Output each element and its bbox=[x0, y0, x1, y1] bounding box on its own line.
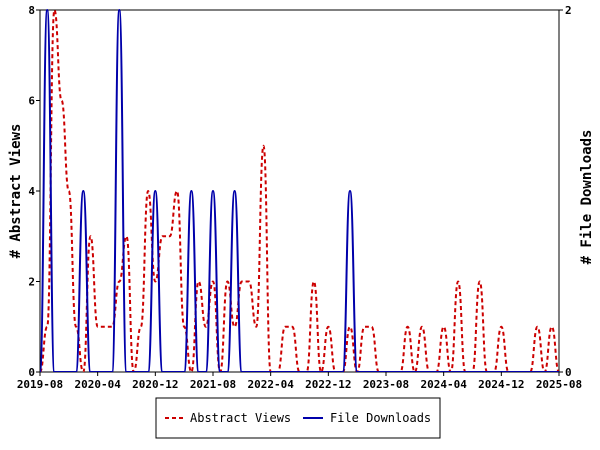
x-tick-label: 2022-04 bbox=[247, 378, 294, 391]
y-tick-label-left: 0 bbox=[28, 366, 35, 379]
y-axis-right: 02 bbox=[559, 4, 572, 379]
y-tick-label-left: 2 bbox=[28, 276, 35, 289]
y-tick-label-right: 2 bbox=[565, 4, 572, 17]
legend-label-file-downloads: File Downloads bbox=[330, 411, 431, 425]
x-tick-label: 2024-12 bbox=[478, 378, 524, 391]
series-line-abstract-views bbox=[40, 8, 559, 372]
x-tick-label: 2025-08 bbox=[536, 378, 582, 391]
y-tick-label-left: 4 bbox=[28, 185, 35, 198]
legend-label-abstract-views: Abstract Views bbox=[190, 411, 291, 425]
x-tick-label: 2024-04 bbox=[420, 378, 467, 391]
x-tick-label: 2020-12 bbox=[132, 378, 178, 391]
y-tick-label-right: 0 bbox=[565, 366, 572, 379]
series-line-file-downloads bbox=[40, 8, 559, 372]
series-layer bbox=[40, 8, 559, 372]
y-axis-title-right: # File Downloads bbox=[579, 130, 595, 265]
x-axis: 2019-08 2020-04 2020-12 2021-08 2022-04 2022-… bbox=[17, 372, 582, 391]
x-tick-label: 2022-12 bbox=[305, 378, 351, 391]
x-tick-label: 2023-08 bbox=[363, 378, 409, 391]
legend: Abstract Views File Downloads bbox=[155, 397, 441, 439]
y-tick-label-left: 6 bbox=[28, 95, 35, 108]
x-tick-label: 2020-04 bbox=[74, 378, 121, 391]
y-tick-label-left: 8 bbox=[28, 4, 35, 17]
legend-box bbox=[155, 397, 441, 439]
y-axis-title-left: # Abstract Views bbox=[8, 124, 24, 259]
y-axis-left: 0 2 4 6 8 bbox=[28, 4, 40, 379]
x-tick-label: 2021-08 bbox=[190, 378, 236, 391]
x-tick-label: 2019-08 bbox=[17, 378, 63, 391]
